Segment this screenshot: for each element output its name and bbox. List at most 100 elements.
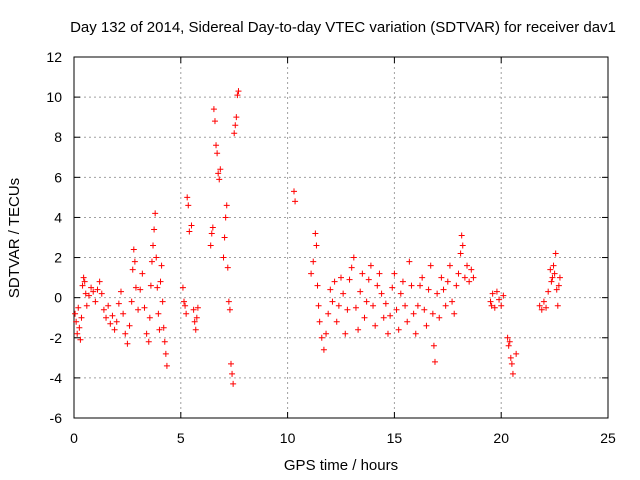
data-point [208,230,215,237]
x-axis-title: GPS time / hours [284,457,398,474]
x-tick-label: 0 [70,430,78,446]
data-point [350,254,357,261]
data-point [221,234,228,241]
data-point [135,306,142,313]
data-point [217,166,224,173]
chart-title: Day 132 of 2014, Sidereal Day-to-day VTE… [70,19,616,36]
y-tick-label: 12 [46,49,62,65]
data-point [363,298,370,305]
data-point [81,278,88,285]
data-point [348,264,355,271]
data-point [182,302,189,309]
data-point [223,202,230,209]
data-point [98,290,105,297]
data-point [181,298,188,305]
x-tick-label: 25 [600,430,616,446]
data-point [540,298,547,305]
data-point [545,288,552,295]
data-point [292,198,299,205]
data-point [507,354,514,361]
data-point [430,342,437,349]
data-point [117,288,124,295]
y-tick-label: 2 [54,250,62,266]
data-point [357,288,364,295]
data-point [423,322,430,329]
data-point [344,306,351,313]
data-point [365,276,372,283]
data-point [215,170,222,177]
data-point [470,274,477,281]
data-point [440,286,447,293]
data-point [414,302,421,309]
data-point [230,380,237,387]
data-point [109,312,116,319]
data-point [391,270,398,277]
data-point [538,306,545,313]
data-point [184,194,191,201]
data-point [229,370,236,377]
data-point [555,282,562,289]
data-point [147,282,154,289]
data-point [129,266,136,273]
data-point [291,188,298,195]
data-point [143,330,150,337]
data-point [74,330,81,337]
data-point [78,314,85,321]
data-point [213,142,220,149]
data-point [552,250,559,257]
data-point [500,292,507,299]
data-point [487,298,494,305]
data-point [419,274,426,281]
data-point [111,326,118,333]
y-tick-label: 0 [54,290,62,306]
data-point [192,326,199,333]
data-point [225,298,232,305]
data-point [376,270,383,277]
data-point [82,290,89,297]
data-point [508,360,515,367]
data-point [458,232,465,239]
data-point [367,262,374,269]
data-point [355,326,362,333]
data-point [130,246,137,253]
data-point [425,286,432,293]
data-point [442,302,449,309]
data-point [94,286,101,293]
data-point [72,310,79,317]
y-tick-label: 6 [54,169,62,185]
y-axis-title: SDTVAR / TECUs [6,178,23,298]
y-tick-label: -4 [50,370,63,386]
data-point [107,320,114,327]
y-tick-label: 4 [54,209,62,225]
data-point [434,290,441,297]
data-point [331,278,338,285]
data-point [148,258,155,265]
data-point [85,292,92,299]
data-point [209,224,216,231]
data-point [154,284,161,291]
data-point [105,302,112,309]
data-point [352,304,359,311]
data-point [395,326,402,333]
data-point [316,318,323,325]
data-point [489,290,496,297]
data-point [216,176,223,183]
data-point [374,282,381,289]
data-point [504,334,511,341]
data-point [194,304,201,311]
data-point [92,298,99,305]
data-point [459,242,466,249]
data-point [183,310,190,317]
data-point [193,314,200,321]
data-point [393,306,400,313]
data-point [310,258,317,265]
data-point [145,338,152,345]
data-point [372,322,379,329]
data-point [128,298,135,305]
data-point [186,228,193,235]
data-point [389,284,396,291]
data-point [226,306,233,313]
data-point [161,338,168,345]
data-point [436,314,443,321]
